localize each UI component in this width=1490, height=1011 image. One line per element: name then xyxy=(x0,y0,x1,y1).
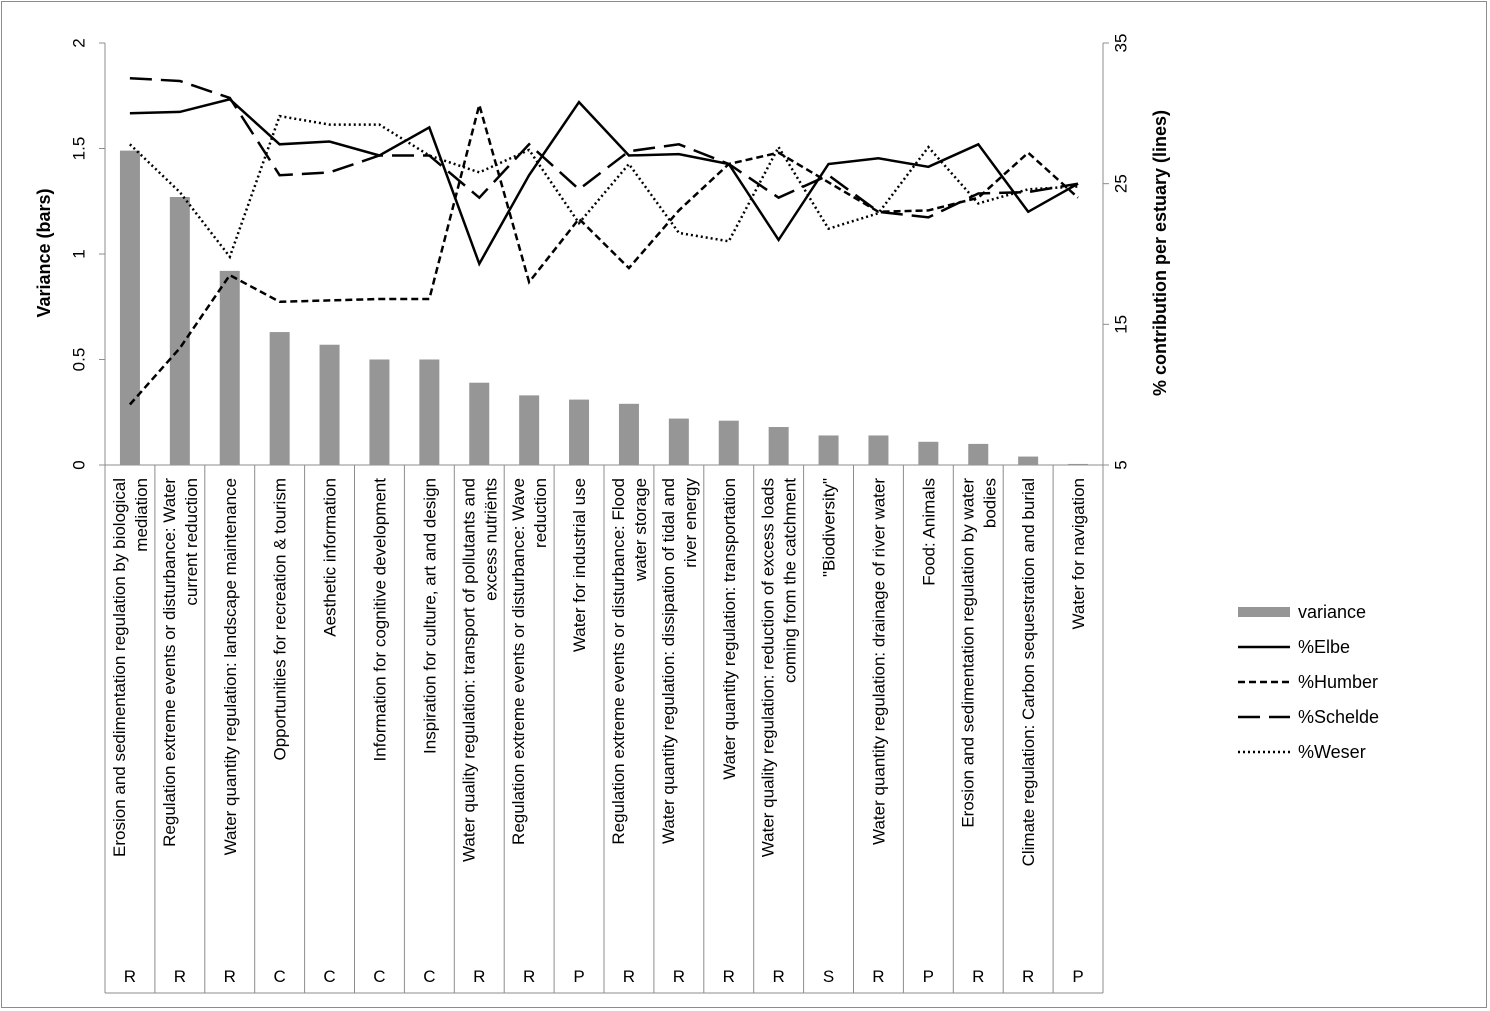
legend-label-schelde: %Schelde xyxy=(1298,707,1379,727)
category-code: C xyxy=(323,967,335,986)
y2-tick-label: 25 xyxy=(1112,174,1131,193)
variance-bar xyxy=(269,332,290,465)
line-series-humber xyxy=(128,100,1079,406)
y2-tick-label: 35 xyxy=(1112,34,1131,53)
category-label: Regulation extreme events or disturbance… xyxy=(509,478,528,845)
category-code: R xyxy=(523,967,535,986)
category-label: bodies xyxy=(980,478,999,528)
category-label: Inspiration for culture, art and design xyxy=(420,478,439,754)
category-label: coming from the catchment xyxy=(781,478,800,683)
y-tick-label: 1 xyxy=(70,249,89,258)
y2-tick-label: 5 xyxy=(1112,460,1131,469)
variance-bar xyxy=(169,197,190,465)
legend-label-humber: %Humber xyxy=(1298,672,1378,692)
variance-bar xyxy=(668,418,689,465)
category-code: C xyxy=(423,967,435,986)
category-label: Regulation extreme events or disturbance… xyxy=(160,478,179,847)
legend-label-variance: variance xyxy=(1298,602,1366,622)
category-label: Water for navigation xyxy=(1069,478,1088,630)
category-code: R xyxy=(174,967,186,986)
category-label: water storage xyxy=(631,478,650,582)
category-code: S xyxy=(823,967,834,986)
category-label: Water quantity regulation: transportatio… xyxy=(720,478,739,780)
legend-swatch-variance xyxy=(1238,607,1290,617)
category-code: P xyxy=(1072,967,1083,986)
category-label: mediation xyxy=(132,478,151,552)
category-label: Food: Animals xyxy=(919,478,938,586)
variance-bar xyxy=(1068,463,1089,465)
category-code: R xyxy=(773,967,785,986)
category-label: Opportunities for recreation & tourism xyxy=(271,478,290,761)
variance-bar xyxy=(1018,456,1039,465)
y-axis-title: Variance (bars) xyxy=(34,188,54,317)
line-series-schelde xyxy=(129,76,1079,219)
y2-axis-title: % contribution per estuary (lines) xyxy=(1150,110,1170,396)
category-label: Water quality regulation: transport of p… xyxy=(459,478,478,862)
category-code: R xyxy=(124,967,136,986)
category-code: R xyxy=(623,967,635,986)
category-label: current reduction xyxy=(182,478,201,606)
variance-bar xyxy=(319,344,340,465)
variance-bar xyxy=(868,435,889,465)
category-code: P xyxy=(573,967,584,986)
category-code: R xyxy=(473,967,485,986)
category-code: R xyxy=(1022,967,1034,986)
y2-tick-label: 15 xyxy=(1112,315,1131,334)
category-label: reduction xyxy=(531,478,550,548)
category-code: R xyxy=(972,967,984,986)
variance-bar xyxy=(768,427,789,465)
category-label: excess nutriënts xyxy=(481,478,500,601)
category-code: R xyxy=(673,967,685,986)
category-label: Water quality regulation: reduction of e… xyxy=(759,478,778,857)
variance-bar xyxy=(469,382,490,465)
category-label: Water quantity regulation: landscape mai… xyxy=(221,478,240,855)
category-label: river energy xyxy=(681,478,700,568)
category-code: R xyxy=(224,967,236,986)
variance-bar xyxy=(119,150,140,466)
category-label: Climate regulation: Carbon sequestration… xyxy=(1019,478,1038,866)
category-label: Water for industrial use xyxy=(570,478,589,652)
variance-bar xyxy=(219,270,240,465)
legend-label-elbe: %Elbe xyxy=(1298,637,1350,657)
category-label: Erosion and sedimentation regulation by … xyxy=(110,478,129,857)
category-label: Water quantity regulation: dissipation o… xyxy=(659,478,678,844)
variance-bar xyxy=(369,359,390,465)
category-label: Aesthetic information xyxy=(321,478,340,637)
variance-bar xyxy=(569,399,590,465)
variance-bar xyxy=(618,403,639,465)
variance-bar xyxy=(968,443,989,465)
y-tick-label: 0.5 xyxy=(70,348,89,372)
category-code: P xyxy=(923,967,934,986)
variance-bar xyxy=(419,359,440,465)
category-code: R xyxy=(872,967,884,986)
category-label: Erosion and sedimentation regulation by … xyxy=(958,478,977,828)
legend-label-weser: %Weser xyxy=(1298,742,1366,762)
variance-bar xyxy=(918,441,939,465)
y-tick-label: 0 xyxy=(70,460,89,469)
category-label: "Biodiversity" xyxy=(820,478,839,577)
category-label: Regulation extreme events or disturbance… xyxy=(609,478,628,845)
y-tick-label: 1.5 xyxy=(70,137,89,161)
category-code: R xyxy=(723,967,735,986)
category-code: C xyxy=(373,967,385,986)
category-label: Water quantity regulation: drainage of r… xyxy=(869,478,888,845)
category-code: C xyxy=(274,967,286,986)
y-tick-label: 2 xyxy=(70,38,89,47)
variance-bar xyxy=(818,435,839,465)
variance-bar xyxy=(519,395,540,465)
line-series-weser xyxy=(129,114,1079,260)
category-label: Information for cognitive development xyxy=(370,478,389,762)
line-series-elbe xyxy=(129,97,1079,267)
variance-bar xyxy=(718,420,739,465)
